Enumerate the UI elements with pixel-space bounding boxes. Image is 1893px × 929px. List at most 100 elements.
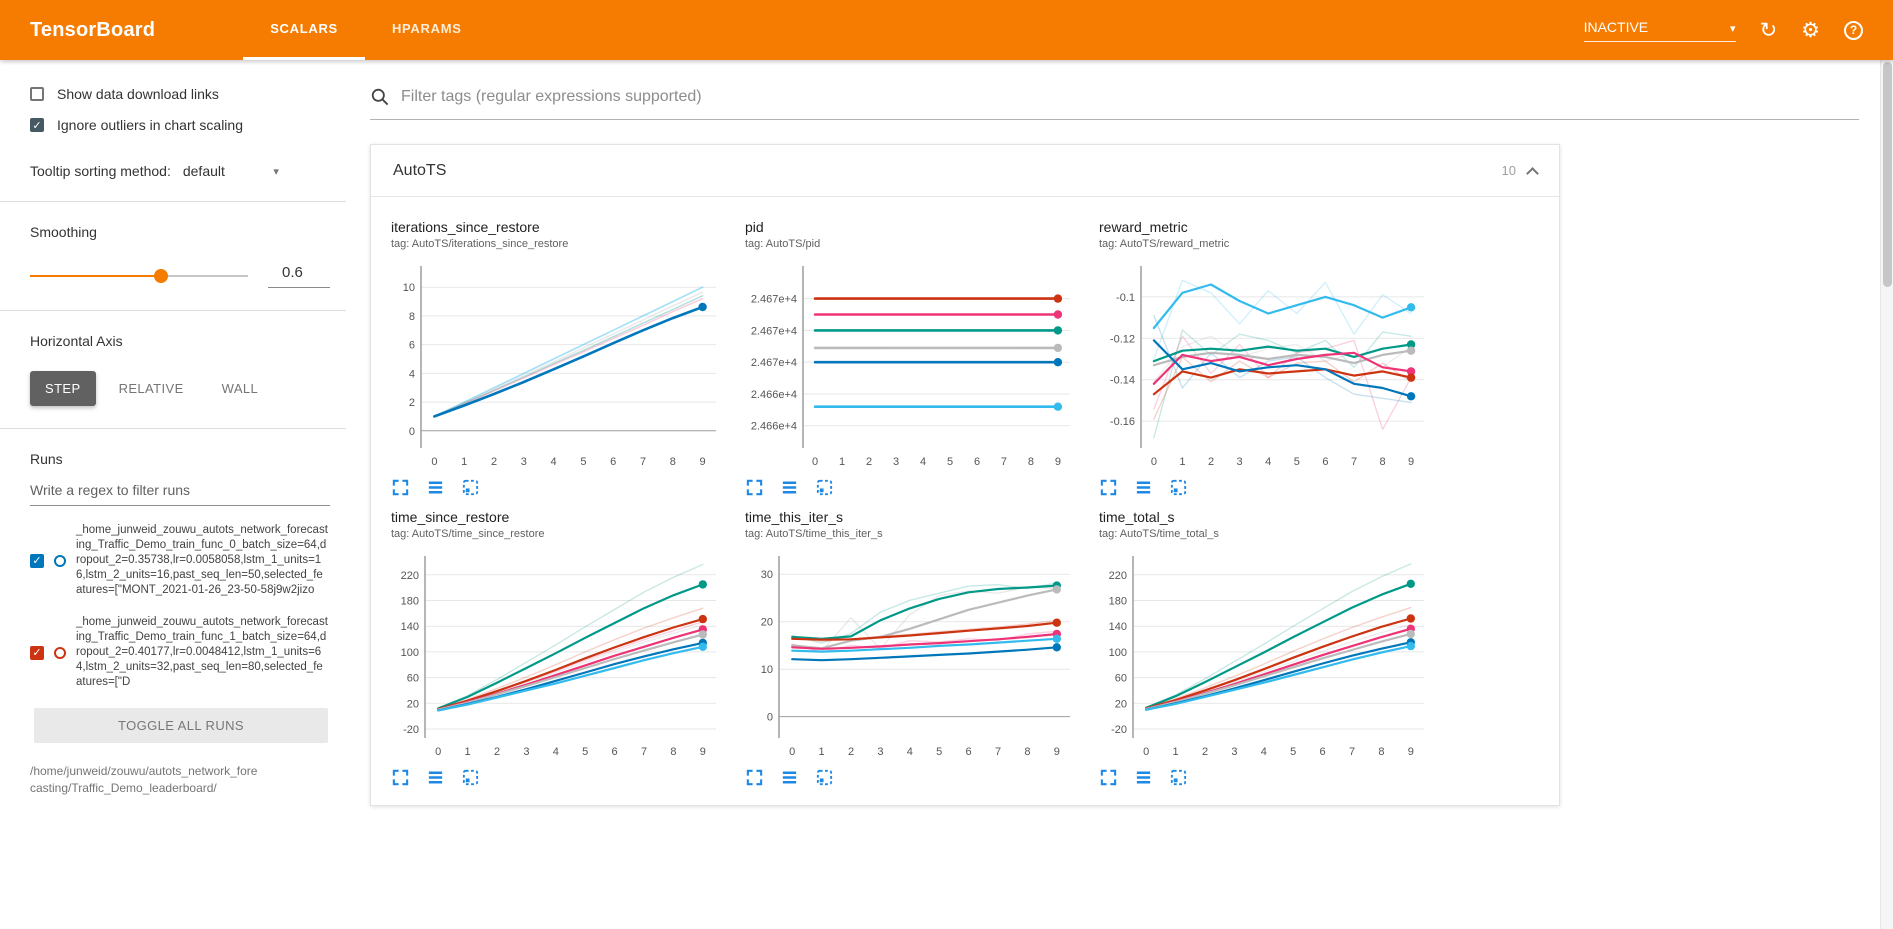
log-scale-icon[interactable] [426,478,445,497]
chart-actions [391,768,731,787]
log-scale-icon[interactable] [780,478,799,497]
smoothing-value-field[interactable]: 0.6 [268,264,330,288]
chevron-up-icon[interactable] [1526,166,1539,180]
vertical-scrollbar[interactable] [1880,60,1893,929]
runs-base-path: /home/junweid/zouwu/autots_network_forec… [30,764,258,795]
run-radio[interactable] [54,646,66,659]
svg-text:100: 100 [401,647,419,659]
header-actions: INACTIVE ▾ ↻ ⚙ ? [1583,17,1863,42]
line-chart[interactable]: 0 10 20 30 0 1 2 3 4 5 6 7 8 9 [745,550,1080,762]
svg-text:3: 3 [1231,746,1237,758]
svg-text:6: 6 [409,340,415,352]
settings-gear-icon[interactable]: ⚙ [1801,17,1820,42]
tag-group-header[interactable]: AutoTS 10 [371,145,1559,197]
svg-text:8: 8 [1028,456,1034,468]
fit-domain-icon[interactable] [1169,768,1188,787]
tooltip-sorting-row: Tooltip sorting method: default ▾ [30,163,330,179]
toggle-all-runs-button[interactable]: TOGGLE ALL RUNS [34,708,328,743]
line-chart[interactable]: 0 2 4 6 8 10 0 1 2 3 4 5 6 7 8 9 [391,260,726,472]
svg-text:-0.16: -0.16 [1110,416,1135,428]
line-chart[interactable]: -20 20 60 100 140 180 220 0 1 2 3 4 5 6 7 8 9 [1099,550,1434,762]
svg-text:5: 5 [947,456,953,468]
chart-title: iterations_since_restore [391,219,540,235]
tab-hparams[interactable]: HPARAMS [391,21,462,36]
scalar-chart-card: reward_metric tag: AutoTS/reward_metric … [1099,219,1439,497]
svg-text:2: 2 [1208,456,1214,468]
svg-text:6: 6 [610,456,616,468]
chart-tag: tag: AutoTS/reward_metric [1099,238,1230,250]
slider-fill [30,275,161,277]
smoothing-slider[interactable] [30,269,248,283]
log-scale-icon[interactable] [1134,768,1153,787]
tab-scalars[interactable]: SCALARS [243,0,365,60]
svg-text:2: 2 [848,746,854,758]
ignore-outliers-option[interactable]: ✓ Ignore outliers in chart scaling [30,117,330,133]
log-scale-icon[interactable] [1134,478,1153,497]
expand-card-icon[interactable] [745,768,764,787]
show-download-checkbox[interactable] [30,87,44,101]
expand-card-icon[interactable] [391,768,410,787]
axis-relative-button[interactable]: RELATIVE [104,371,199,406]
run-checkbox[interactable]: ✓ [30,645,44,660]
log-scale-icon[interactable] [780,768,799,787]
fit-domain-icon[interactable] [461,768,480,787]
svg-text:9: 9 [700,746,706,758]
run-checkbox[interactable]: ✓ [30,553,44,568]
ignore-outliers-checkbox[interactable]: ✓ [30,118,44,132]
tooltip-sorting-value: default [182,163,225,179]
run-item[interactable]: ✓ _home_junweid_zouwu_autots_network_for… [30,523,330,598]
expand-card-icon[interactable] [1099,768,1118,787]
show-download-links-option[interactable]: Show data download links [30,86,330,102]
line-chart[interactable]: 2.467e+4 2.467e+4 2.467e+4 2.466e+4 2.466e+4… [745,260,1080,472]
axis-wall-button[interactable]: WALL [207,371,274,406]
expand-card-icon[interactable] [391,478,410,497]
chevron-down-icon: ▾ [1730,21,1736,35]
tag-group-title: AutoTS [393,161,447,179]
svg-text:0: 0 [812,456,818,468]
expand-card-icon[interactable] [745,478,764,497]
run-radio[interactable] [54,554,66,567]
active-dashboards-dropdown[interactable]: INACTIVE ▾ [1583,19,1736,42]
svg-text:-0.1: -0.1 [1116,292,1135,304]
help-icon[interactable]: ? [1844,20,1863,40]
axis-step-button[interactable]: STEP [30,371,96,406]
fit-domain-icon[interactable] [461,478,480,497]
fit-domain-icon[interactable] [815,478,834,497]
svg-text:6: 6 [1320,746,1326,758]
svg-text:8: 8 [1024,746,1030,758]
run-item[interactable]: ✓ _home_junweid_zouwu_autots_network_for… [30,615,330,690]
svg-text:2: 2 [409,397,415,409]
svg-text:-0.14: -0.14 [1110,375,1135,387]
svg-text:7: 7 [1349,746,1355,758]
chart-title: pid [745,219,764,235]
svg-text:8: 8 [1378,746,1384,758]
runs-filter-input[interactable] [30,475,330,506]
line-chart[interactable]: -0.1 -0.12 -0.14 -0.16 0 1 2 3 4 5 6 7 8 9 [1099,260,1434,472]
line-chart[interactable]: -20 20 60 100 140 180 220 0 1 2 3 4 5 6 7 8 9 [391,550,726,762]
refresh-icon[interactable]: ↻ [1759,17,1778,42]
tag-filter-input[interactable] [401,87,1859,106]
svg-text:10: 10 [761,664,773,676]
show-download-label: Show data download links [57,86,219,102]
svg-text:4: 4 [553,746,559,758]
svg-text:7: 7 [640,456,646,468]
svg-text:1: 1 [465,746,471,758]
svg-text:9: 9 [1408,746,1414,758]
tag-group-card: AutoTS 10 iterations_since_restore tag: … [370,144,1560,806]
tag-group-count: 10 [1501,163,1516,178]
svg-text:2.467e+4: 2.467e+4 [751,325,797,337]
svg-text:7: 7 [1001,456,1007,468]
expand-card-icon[interactable] [1099,478,1118,497]
search-icon [370,87,390,107]
chart-tag: tag: AutoTS/time_since_restore [391,528,545,540]
scrollbar-thumb[interactable] [1883,62,1892,287]
log-scale-icon[interactable] [426,768,445,787]
smoothing-slider-thumb[interactable] [153,269,168,283]
chart-title: reward_metric [1099,219,1188,235]
svg-text:8: 8 [670,456,676,468]
fit-domain-icon[interactable] [815,768,834,787]
fit-domain-icon[interactable] [1169,478,1188,497]
tooltip-sorting-dropdown[interactable]: default ▾ [183,163,279,179]
chart-actions [745,768,1085,787]
svg-text:4: 4 [920,456,926,468]
